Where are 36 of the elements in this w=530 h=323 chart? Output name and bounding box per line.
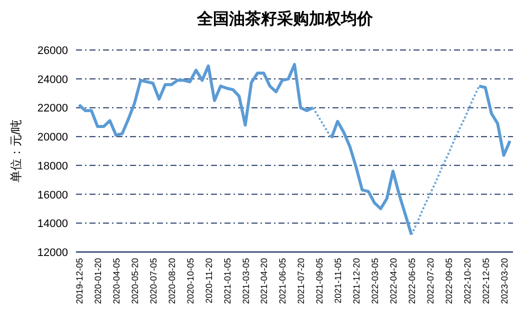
- y-tick-label: 20000: [37, 132, 68, 144]
- x-tick-label: 2020-11-20: [204, 258, 214, 304]
- x-tick-label: 2021-01-05: [222, 258, 232, 304]
- x-tick-label: 2021-06-05: [278, 258, 288, 304]
- x-tick-label: 2021-11-05: [333, 258, 344, 304]
- x-tick-label: 2022-09-05: [444, 258, 454, 304]
- x-tick-label: 2020-05-20: [130, 258, 140, 304]
- x-tick-label: 2022-07-20: [425, 258, 436, 304]
- x-tick-label: 2022-10-20: [462, 258, 472, 304]
- x-tick-label: 2022-12-05: [480, 258, 491, 304]
- chart-title: 全国油茶籽采购加权均价: [196, 10, 374, 28]
- y-tick-label: 16000: [37, 189, 68, 202]
- y-tick-label: 26000: [37, 45, 68, 57]
- x-tick-label: 2020-01-20: [93, 258, 104, 304]
- x-tick-label: 2021-04-20: [259, 258, 270, 304]
- x-tick-label: 2020-04-05: [112, 258, 122, 304]
- line-series: [312, 106, 332, 140]
- x-tick-label: 2020-07-05: [148, 258, 158, 304]
- y-tick-label: 14000: [37, 218, 68, 230]
- y-tick-label: 12000: [37, 247, 68, 259]
- x-tick-label: 2019-12-05: [74, 258, 85, 304]
- x-tick-label: 2022-04-20: [388, 258, 398, 304]
- x-tick-label: 2022-06-05: [406, 258, 417, 304]
- y-tick-label: 24000: [37, 74, 68, 86]
- x-tick-label: 2021-09-05: [314, 258, 325, 304]
- x-tick-label: 2022-03-05: [370, 258, 380, 304]
- x-tick-label: 2020-08-20: [166, 258, 177, 304]
- y-tick-label: 22000: [37, 102, 68, 115]
- x-tick-label: 2021-03-05: [240, 258, 251, 304]
- x-tick-label: 2021-07-20: [296, 258, 306, 304]
- x-tick-label: 2021-12-20: [352, 258, 362, 304]
- x-tick-label: 2023-03-20: [499, 258, 510, 304]
- y-axis-title: 单位：元/吨: [9, 119, 23, 183]
- x-tick-label: 2020-10-05: [185, 258, 196, 304]
- line-series: [410, 85, 480, 236]
- y-tick-label: 18000: [37, 160, 68, 172]
